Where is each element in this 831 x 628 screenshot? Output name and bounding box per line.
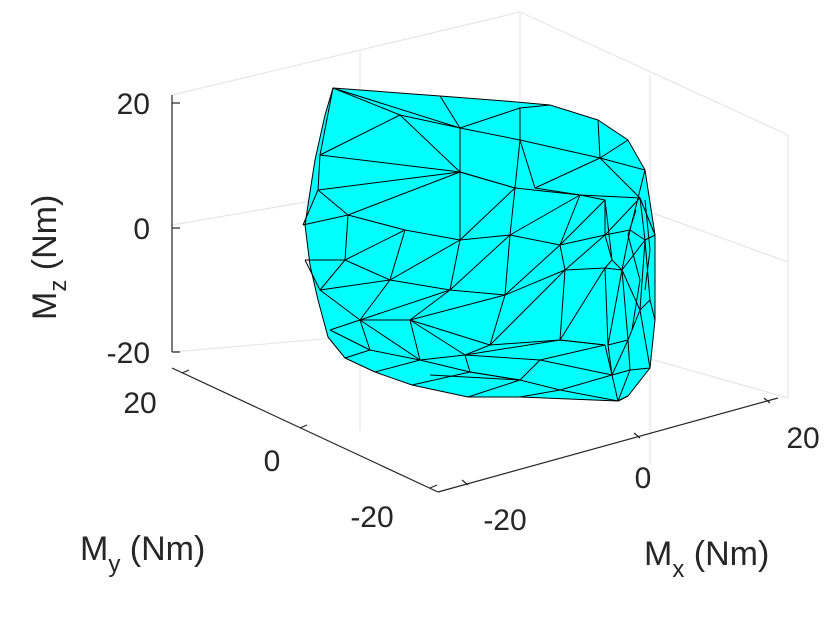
y-axis-line — [171, 367, 439, 493]
tick-marks — [172, 102, 771, 489]
axis-lines — [171, 95, 779, 493]
y-tick-label: 0 — [264, 445, 281, 478]
z-tick-label: 20 — [117, 88, 150, 121]
y-tick-label: -20 — [350, 501, 393, 534]
z-tick-label: -20 — [107, 337, 150, 370]
z-tick-label: 0 — [133, 213, 150, 246]
y-axis-label: My (Nm) — [80, 530, 205, 578]
x-tick-label: 20 — [786, 422, 819, 455]
x-axis-label: Mx (Nm) — [644, 535, 769, 583]
envelope-surface — [302, 87, 656, 402]
x-axis-line — [437, 397, 779, 493]
x-tick-label: 0 — [635, 462, 652, 495]
y-tick-label: 20 — [123, 387, 156, 420]
x-tick-label: -20 — [483, 504, 526, 537]
y-tick-labels: 20 0 -20 — [123, 387, 393, 534]
z-tick-labels: 20 0 -20 — [107, 88, 150, 370]
x-tick-labels: -20 0 20 — [483, 422, 819, 537]
z-axis-label: Mz (Nm) — [26, 195, 72, 320]
